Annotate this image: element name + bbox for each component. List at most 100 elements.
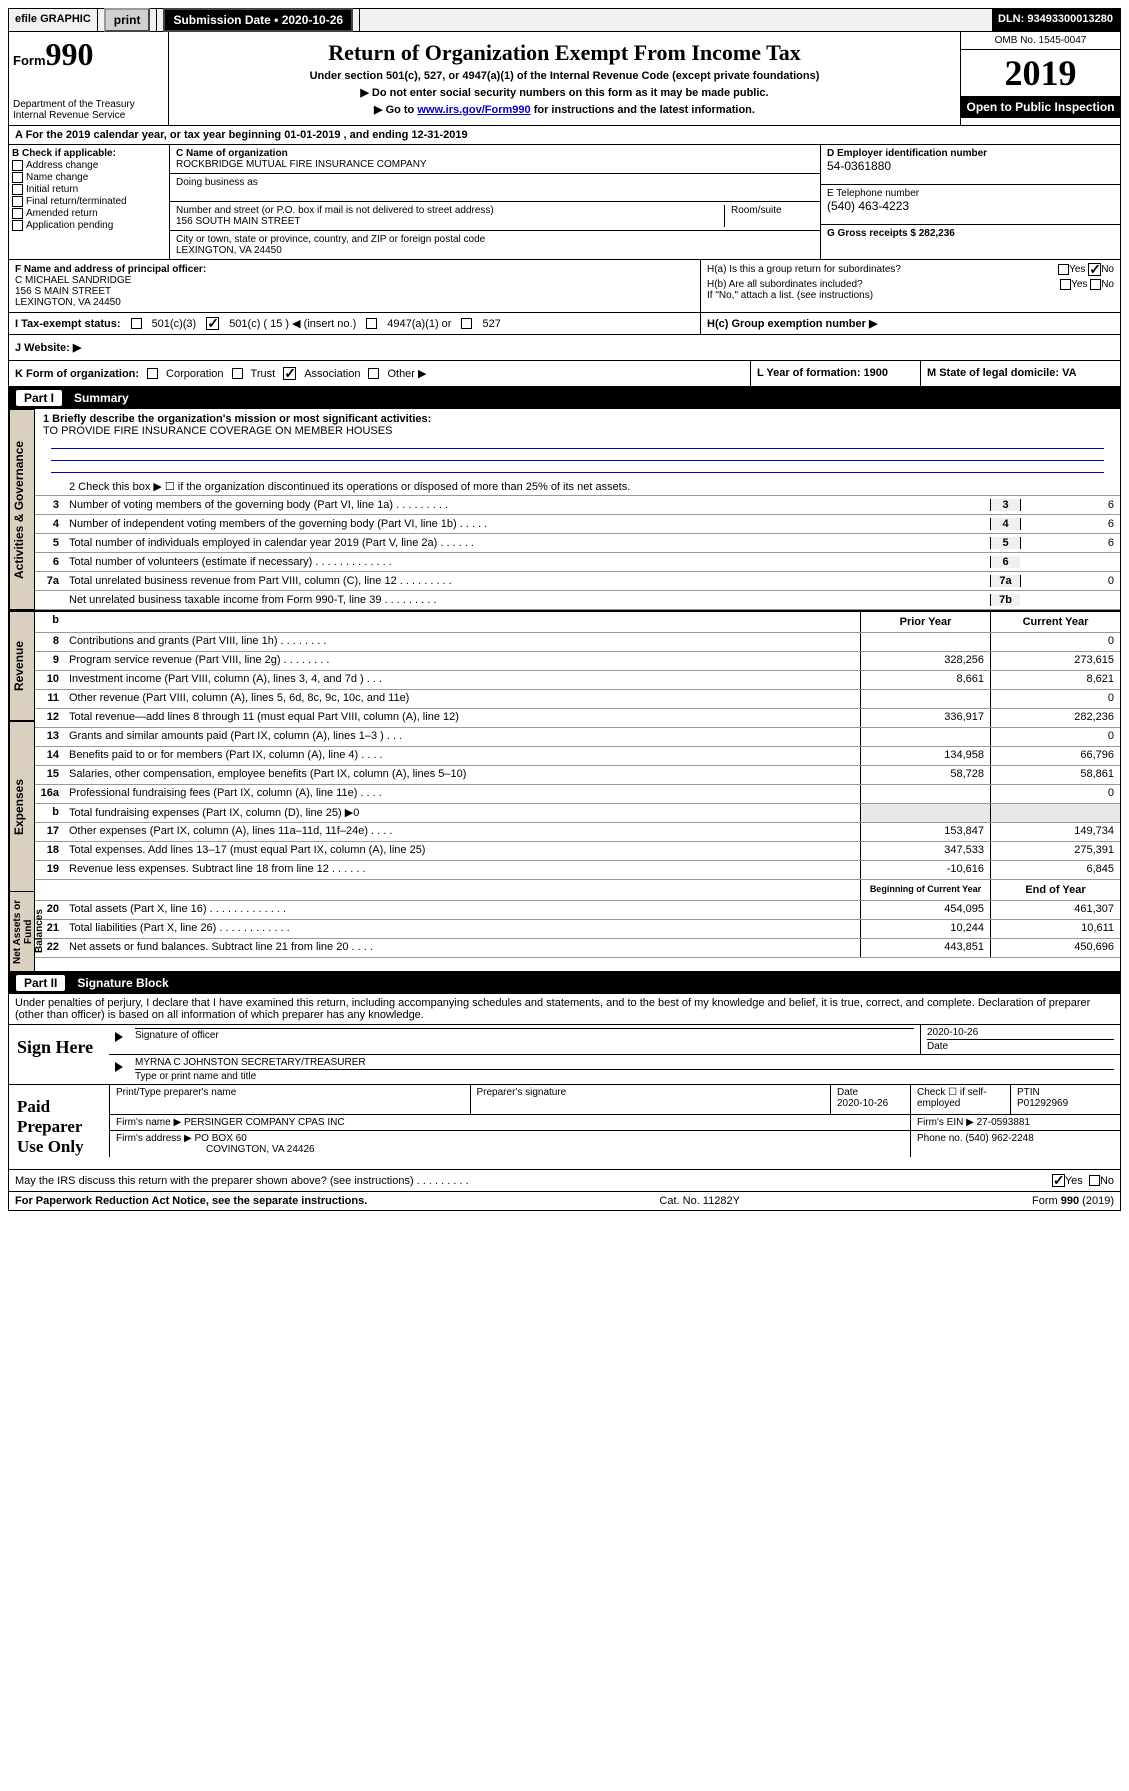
officer-addr1: 156 S MAIN STREET bbox=[15, 286, 694, 297]
hb-note: If "No," attach a list. (see instruction… bbox=[707, 290, 1114, 301]
addr-label: Number and street (or P.O. box if mail i… bbox=[176, 205, 724, 216]
firm-phone-label: Phone no. bbox=[917, 1133, 963, 1144]
chk-initial-return[interactable] bbox=[12, 184, 23, 195]
form-title: Return of Organization Exempt From Incom… bbox=[173, 40, 956, 66]
prior-year-header: Prior Year bbox=[860, 612, 990, 632]
ha-yes[interactable] bbox=[1058, 264, 1069, 275]
chk-name-change[interactable] bbox=[12, 172, 23, 183]
officer-name: C MICHAEL SANDRIDGE bbox=[15, 275, 694, 286]
line-box-label: 6 bbox=[990, 556, 1020, 568]
print-button[interactable]: print bbox=[104, 8, 151, 32]
chk-other[interactable] bbox=[368, 368, 379, 379]
line-num: 8 bbox=[35, 633, 65, 651]
dept-treasury: Department of the Treasury Internal Reve… bbox=[13, 99, 164, 121]
chk-amended[interactable] bbox=[12, 208, 23, 219]
j-row: J Website: ▶ bbox=[8, 334, 1121, 361]
chk-final-return[interactable] bbox=[12, 196, 23, 207]
i-label: I Tax-exempt status: bbox=[15, 318, 121, 330]
chk-assoc[interactable] bbox=[283, 367, 296, 380]
tab-governance: Activities & Governance bbox=[9, 409, 35, 610]
current-value: 8,621 bbox=[990, 671, 1120, 689]
prior-value bbox=[860, 728, 990, 746]
preparer-sig-label: Preparer's signature bbox=[477, 1087, 567, 1098]
line1-label: 1 Briefly describe the organization's mi… bbox=[43, 413, 431, 425]
street-address: 156 SOUTH MAIN STREET bbox=[176, 216, 724, 227]
row-a-period: A For the 2019 calendar year, or tax yea… bbox=[8, 126, 1121, 145]
prior-value: 8,661 bbox=[860, 671, 990, 689]
chk-501c3[interactable] bbox=[131, 318, 142, 329]
line-box-label: 5 bbox=[990, 537, 1020, 549]
c-name-label: C Name of organization bbox=[176, 148, 814, 159]
line-text: Benefits paid to or for members (Part IX… bbox=[65, 747, 860, 765]
l-year-formation: L Year of formation: 1900 bbox=[750, 361, 920, 386]
instructions-link[interactable]: www.irs.gov/Form990 bbox=[417, 104, 530, 116]
boy-header: Beginning of Current Year bbox=[860, 880, 990, 900]
e-phone-label: E Telephone number bbox=[827, 188, 1114, 199]
line-num: 15 bbox=[35, 766, 65, 784]
efile-label: efile GRAPHIC bbox=[9, 9, 98, 31]
chk-trust[interactable] bbox=[232, 368, 243, 379]
line-text: Number of independent voting members of … bbox=[65, 516, 990, 532]
firm-ein-label: Firm's EIN ▶ bbox=[917, 1117, 974, 1128]
hb-no[interactable] bbox=[1090, 279, 1101, 290]
submission-date-button[interactable]: Submission Date • 2020-10-26 bbox=[163, 8, 353, 32]
prior-value bbox=[860, 785, 990, 803]
current-value: 461,307 bbox=[990, 901, 1120, 919]
chk-4947[interactable] bbox=[366, 318, 377, 329]
line-text: Total expenses. Add lines 13–17 (must eq… bbox=[65, 842, 860, 860]
line-text: Total number of individuals employed in … bbox=[65, 535, 990, 551]
line-num: 10 bbox=[35, 671, 65, 689]
chk-address-change[interactable] bbox=[12, 160, 23, 171]
self-employed-check[interactable]: Check ☐ if self-employed bbox=[910, 1085, 1010, 1114]
sign-date: 2020-10-26 bbox=[927, 1027, 978, 1038]
prior-value: 347,533 bbox=[860, 842, 990, 860]
discuss-yes[interactable] bbox=[1052, 1174, 1065, 1187]
prep-date-label: Date bbox=[837, 1087, 858, 1098]
prior-value bbox=[860, 690, 990, 708]
prior-value: 443,851 bbox=[860, 939, 990, 957]
officer-name-title: MYRNA C JOHNSTON SECRETARY/TREASURER bbox=[135, 1057, 366, 1068]
mission-line bbox=[51, 461, 1104, 473]
current-value: 273,615 bbox=[990, 652, 1120, 670]
current-value: 0 bbox=[990, 633, 1120, 651]
line-value: 0 bbox=[1020, 575, 1120, 587]
perjury-text: Under penalties of perjury, I declare th… bbox=[8, 994, 1121, 1025]
klm-row: K Form of organization: Corporation Trus… bbox=[8, 361, 1121, 387]
prior-value: 153,847 bbox=[860, 823, 990, 841]
line-num: 3 bbox=[35, 499, 65, 511]
prior-value: 336,917 bbox=[860, 709, 990, 727]
discuss-no[interactable] bbox=[1089, 1175, 1100, 1186]
chk-501c[interactable] bbox=[206, 317, 219, 330]
hb-yes[interactable] bbox=[1060, 279, 1071, 290]
line-text: Salaries, other compensation, employee b… bbox=[65, 766, 860, 784]
line-text: Investment income (Part VIII, column (A)… bbox=[65, 671, 860, 689]
chk-app-pending[interactable] bbox=[12, 220, 23, 231]
sign-arrow-icon bbox=[115, 1062, 123, 1072]
line-num: b bbox=[35, 804, 65, 822]
ha-no[interactable] bbox=[1088, 263, 1101, 276]
chk-527[interactable] bbox=[461, 318, 472, 329]
prior-value: 58,728 bbox=[860, 766, 990, 784]
part2-header: Part II Signature Block bbox=[8, 972, 1121, 994]
hb-label: H(b) Are all subordinates included? bbox=[707, 279, 1060, 290]
current-value: 0 bbox=[990, 690, 1120, 708]
discuss-text: May the IRS discuss this return with the… bbox=[15, 1175, 1052, 1187]
current-value: 66,796 bbox=[990, 747, 1120, 765]
d-ein-label: D Employer identification number bbox=[827, 148, 1114, 159]
open-public-badge: Open to Public Inspection bbox=[961, 96, 1120, 118]
current-value: 6,845 bbox=[990, 861, 1120, 879]
firm-phone: (540) 962-2248 bbox=[965, 1133, 1033, 1144]
line-num: 13 bbox=[35, 728, 65, 746]
b-label: B Check if applicable: bbox=[12, 148, 166, 159]
name-title-label: Type or print name and title bbox=[135, 1071, 256, 1082]
line-box-label: 3 bbox=[990, 499, 1020, 511]
firm-addr: PO BOX 60 bbox=[195, 1133, 247, 1144]
line-text: Contributions and grants (Part VIII, lin… bbox=[65, 633, 860, 651]
chk-corp[interactable] bbox=[147, 368, 158, 379]
line-num: 14 bbox=[35, 747, 65, 765]
prior-value: 328,256 bbox=[860, 652, 990, 670]
line-text: Total revenue—add lines 8 through 11 (mu… bbox=[65, 709, 860, 727]
paid-preparer-block: Paid Preparer Use Only Print/Type prepar… bbox=[8, 1085, 1121, 1170]
line-num: 4 bbox=[35, 518, 65, 530]
line-value: 6 bbox=[1020, 499, 1120, 511]
